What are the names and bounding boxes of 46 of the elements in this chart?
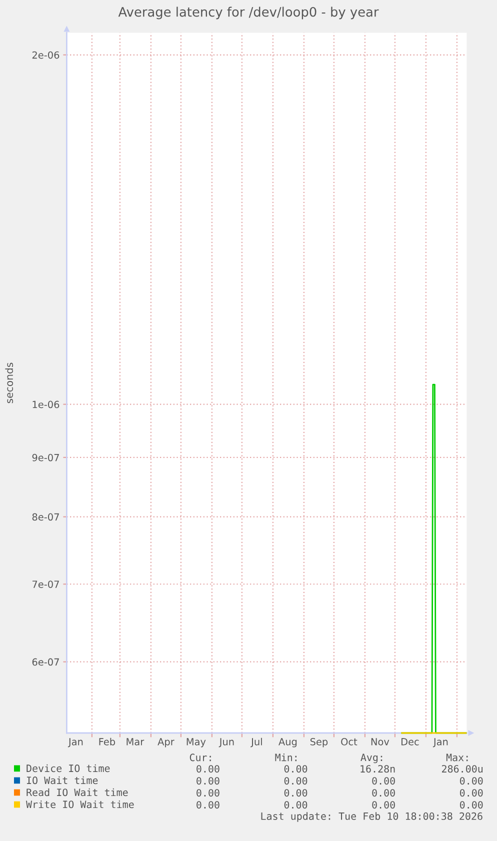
text: 0.00 xyxy=(284,789,308,797)
x-tick-label: Mar xyxy=(126,738,144,746)
text: 0.00 xyxy=(372,789,395,797)
text: 0.00 xyxy=(460,789,483,797)
x-tick-label: May xyxy=(186,738,206,748)
x-tick-label: Jan xyxy=(68,738,83,748)
text: 286.00u xyxy=(442,765,483,773)
text: 0.00 xyxy=(196,765,220,773)
legend-label: Write IO Wait time xyxy=(26,800,134,808)
y-tick-label: 6e-07 xyxy=(32,658,59,666)
text: Max: xyxy=(446,754,468,762)
y-tick-label: 9e-07 xyxy=(32,454,59,462)
text: 0.00 xyxy=(372,777,395,785)
legend-label: Read IO Wait time xyxy=(26,788,128,796)
legend-label: Device IO time xyxy=(26,764,110,772)
y-tick-label: 1e-06 xyxy=(32,400,60,408)
text: 0.00 xyxy=(284,777,308,785)
x-tick-label: Feb xyxy=(99,738,116,746)
x-tick-label: Jul xyxy=(250,738,262,748)
y-tick-label: 8e-07 xyxy=(32,513,59,521)
x-tick-label: Aug xyxy=(278,738,297,748)
y-tick-label: 2e-06 xyxy=(32,51,60,59)
text: Avg: xyxy=(360,754,382,764)
y-axis-title: seconds xyxy=(5,362,14,404)
text: 0.00 xyxy=(196,777,220,785)
x-tick-label: Nov xyxy=(371,738,390,746)
text: Min: xyxy=(275,753,296,762)
x-tick-label: Jan xyxy=(432,738,448,748)
x-tick-label: Oct xyxy=(341,738,358,746)
text: 16.28n xyxy=(360,765,395,773)
legend-label: IO Wait time xyxy=(26,776,98,784)
x-tick-label: Jun xyxy=(218,738,234,748)
text: 0.00 xyxy=(460,777,483,785)
chart-title: Average latency for /dev/loop0 - by year xyxy=(118,6,379,20)
text: 0.00 xyxy=(460,801,483,809)
x-tick-label: Dec xyxy=(401,738,419,746)
text: 0.00 xyxy=(284,801,308,809)
text: 0.00 xyxy=(196,789,220,797)
y-tick-label: 7e-07 xyxy=(32,580,59,588)
x-tick-label: Apr xyxy=(158,738,174,748)
text: 0.00 xyxy=(372,801,395,809)
text: Last update: Tue Feb 10 18:00:38 2026 xyxy=(261,812,482,822)
x-tick-label: Sep xyxy=(310,738,328,748)
text: 0.00 xyxy=(196,801,220,809)
text: 0.00 xyxy=(284,765,308,773)
text: Cur: xyxy=(190,754,211,762)
